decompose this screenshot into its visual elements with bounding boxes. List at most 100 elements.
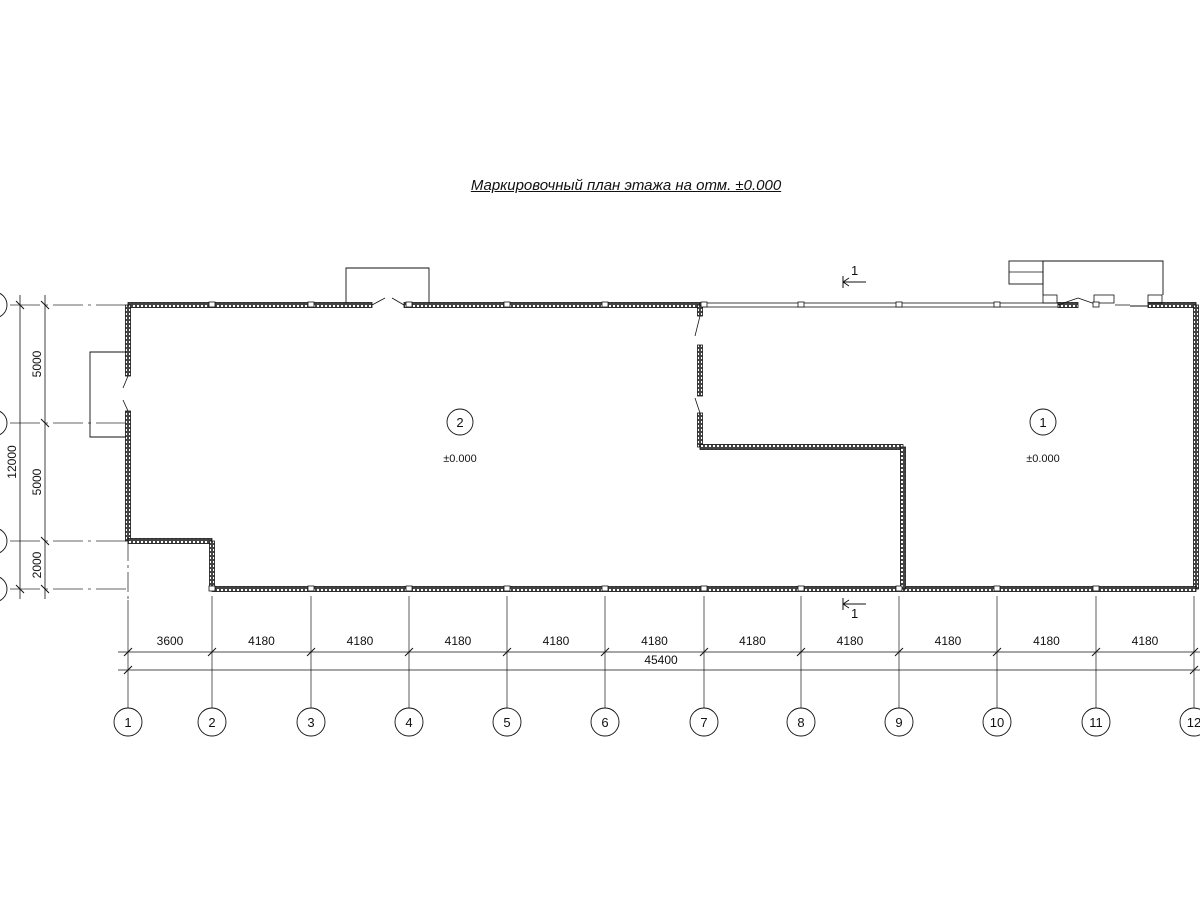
- dimension-value: 4180: [445, 634, 472, 648]
- wall: [209, 540, 215, 590]
- dimension-tick: [40, 536, 50, 546]
- column-mark: [797, 585, 805, 592]
- entrance-canopy: [89, 351, 126, 438]
- door-swing: [1057, 297, 1079, 306]
- axis-label: 5: [503, 715, 510, 730]
- window-strip: [699, 302, 1059, 308]
- dimension-tick: [1091, 647, 1101, 657]
- wall: [900, 446, 906, 590]
- overall-width: 12000: [5, 445, 19, 479]
- column-mark: [993, 301, 1001, 308]
- pier: [1147, 294, 1163, 304]
- door-swing: [122, 399, 129, 412]
- room-number-circle: [446, 408, 474, 436]
- dimension-tick: [123, 647, 133, 657]
- wall: [699, 444, 904, 450]
- dimension-tick: [502, 647, 512, 657]
- door-swing: [694, 315, 701, 337]
- dimension-value: 3600: [157, 634, 184, 648]
- wall: [125, 304, 131, 377]
- overall-length: 45400: [644, 653, 678, 667]
- room-number-circle: [1029, 408, 1057, 436]
- drawing-title: Маркировочный план этажа на отм. ±0.000: [470, 177, 782, 194]
- dimension-value: 4180: [935, 634, 962, 648]
- axis-label: 12: [1187, 715, 1200, 730]
- pier: [1093, 294, 1115, 304]
- section-arrow: [842, 598, 866, 610]
- wall: [1057, 302, 1079, 308]
- column-mark: [993, 585, 1001, 592]
- axis-bubble: [590, 707, 620, 737]
- column-mark: [797, 301, 805, 308]
- entrance-canopy: [1042, 260, 1164, 295]
- axis-label: 8: [797, 715, 804, 730]
- axis-bubble: [884, 707, 914, 737]
- wall: [127, 538, 213, 544]
- axis-bubble: [296, 707, 326, 737]
- door-swing: [391, 297, 405, 306]
- axis-bubble: [0, 292, 8, 318]
- dimension-tick: [1189, 647, 1199, 657]
- dimension-value: 4180: [1033, 634, 1060, 648]
- column-mark: [307, 301, 315, 308]
- dimension-value: 4180: [248, 634, 275, 648]
- dimension-value: 4180: [837, 634, 864, 648]
- axis-label: 10: [990, 715, 1004, 730]
- axis-bubble: [197, 707, 227, 737]
- dimension-tick: [796, 647, 806, 657]
- column-mark: [503, 585, 511, 592]
- door-swing: [694, 397, 701, 414]
- section-arrow: [842, 276, 866, 288]
- axis-bubble: [0, 410, 8, 436]
- axis-bubble: [982, 707, 1012, 737]
- column-mark: [405, 301, 413, 308]
- dimension-tick: [600, 647, 610, 657]
- axis-label: 9: [895, 715, 902, 730]
- column-mark: [208, 585, 216, 592]
- dimension-tick: [207, 647, 217, 657]
- axis-label: 4: [405, 715, 412, 730]
- dimension-tick: [306, 647, 316, 657]
- column-mark: [307, 585, 315, 592]
- axis-label: 3: [307, 715, 314, 730]
- axis-bubble: [113, 707, 143, 737]
- section-label: 1: [851, 263, 858, 278]
- ramp: [1008, 260, 1044, 285]
- axis-label: 2: [208, 715, 215, 730]
- dimension-tick: [40, 584, 50, 594]
- dimension-tick: [15, 300, 25, 310]
- dimension-value: 5000: [30, 350, 44, 377]
- room-level: ±0.000: [1026, 453, 1060, 465]
- dimension-tick: [894, 647, 904, 657]
- dimension-tick: [404, 647, 414, 657]
- pier: [1042, 294, 1058, 304]
- wall: [1193, 304, 1199, 590]
- dimension-tick: [699, 647, 709, 657]
- dimension-tick: [1189, 665, 1199, 675]
- axis-bubble: [1179, 707, 1200, 737]
- dimension-tick: [40, 418, 50, 428]
- axis-label: 11: [1089, 715, 1103, 730]
- column-mark: [601, 301, 609, 308]
- wall: [125, 410, 131, 542]
- column-mark: [700, 301, 708, 308]
- column-mark: [405, 585, 413, 592]
- column-mark: [1092, 585, 1100, 592]
- section-label: 1: [851, 606, 858, 621]
- wall: [697, 344, 703, 397]
- axis-bubble: [492, 707, 522, 737]
- axis-bubble: [1081, 707, 1111, 737]
- column-mark: [1092, 301, 1100, 308]
- axis-label: 6: [601, 715, 608, 730]
- dimension-tick: [123, 665, 133, 675]
- column-mark: [601, 585, 609, 592]
- axis-bubble: [689, 707, 719, 737]
- axis-bubble: [0, 576, 8, 602]
- dimension-value: 4180: [347, 634, 374, 648]
- room-number: 2: [456, 415, 463, 430]
- door-swing: [122, 375, 129, 389]
- wall: [403, 302, 701, 308]
- dimension-tick: [992, 647, 1002, 657]
- column-mark: [208, 301, 216, 308]
